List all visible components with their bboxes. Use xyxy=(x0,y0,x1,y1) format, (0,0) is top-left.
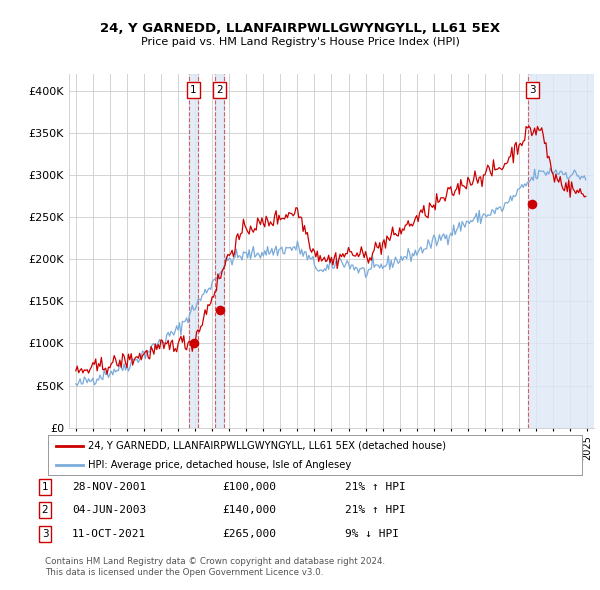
Text: 11-OCT-2021: 11-OCT-2021 xyxy=(72,529,146,539)
Point xyxy=(189,339,199,348)
Bar xyxy=(528,74,594,428)
Text: 24, Y GARNEDD, LLANFAIRPWLLGWYNGYLL, LL61 5EX (detached house): 24, Y GARNEDD, LLANFAIRPWLLGWYNGYLL, LL6… xyxy=(88,441,446,451)
Text: 9% ↓ HPI: 9% ↓ HPI xyxy=(345,529,399,539)
Text: This data is licensed under the Open Government Licence v3.0.: This data is licensed under the Open Gov… xyxy=(45,568,323,577)
Point xyxy=(215,305,224,314)
Text: 21% ↑ HPI: 21% ↑ HPI xyxy=(345,482,406,491)
Text: 04-JUN-2003: 04-JUN-2003 xyxy=(72,506,146,515)
Point xyxy=(527,199,537,209)
Text: £265,000: £265,000 xyxy=(222,529,276,539)
Text: HPI: Average price, detached house, Isle of Anglesey: HPI: Average price, detached house, Isle… xyxy=(88,460,352,470)
Text: 2: 2 xyxy=(216,85,223,94)
Text: 24, Y GARNEDD, LLANFAIRPWLLGWYNGYLL, LL61 5EX: 24, Y GARNEDD, LLANFAIRPWLLGWYNGYLL, LL6… xyxy=(100,22,500,35)
Text: 21% ↑ HPI: 21% ↑ HPI xyxy=(345,506,406,515)
Text: 3: 3 xyxy=(529,85,536,94)
Text: £100,000: £100,000 xyxy=(222,482,276,491)
Text: Price paid vs. HM Land Registry's House Price Index (HPI): Price paid vs. HM Land Registry's House … xyxy=(140,37,460,47)
Text: 2: 2 xyxy=(41,506,49,515)
Text: 28-NOV-2001: 28-NOV-2001 xyxy=(72,482,146,491)
Text: 1: 1 xyxy=(190,85,197,94)
Bar xyxy=(190,74,198,428)
Text: 1: 1 xyxy=(41,482,49,491)
Text: Contains HM Land Registry data © Crown copyright and database right 2024.: Contains HM Land Registry data © Crown c… xyxy=(45,558,385,566)
Text: £140,000: £140,000 xyxy=(222,506,276,515)
Text: 3: 3 xyxy=(41,529,49,539)
Bar xyxy=(215,74,224,428)
